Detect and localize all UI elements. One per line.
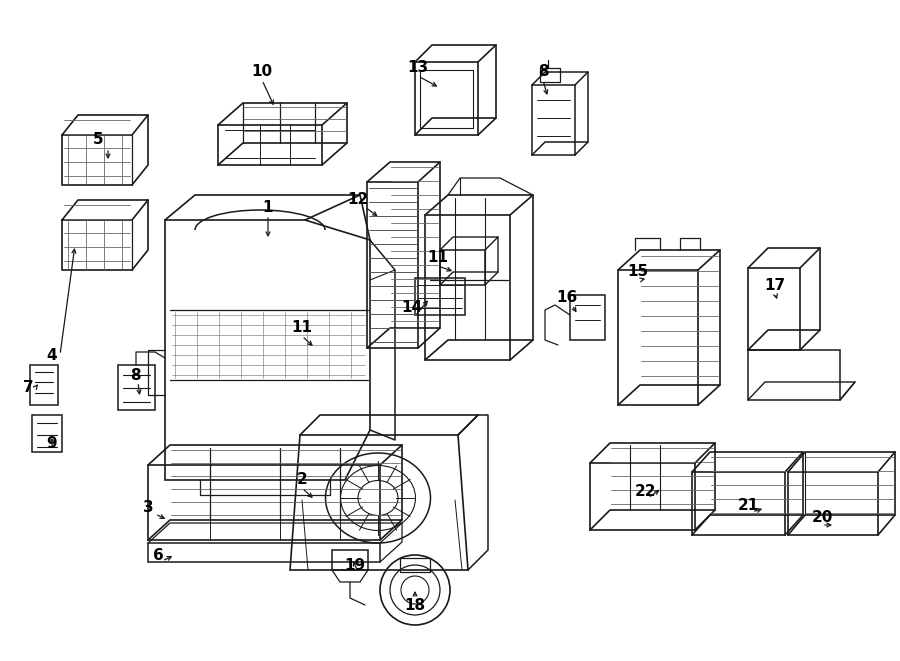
Text: 8: 8 (537, 65, 548, 79)
Text: 15: 15 (627, 264, 649, 280)
Text: 16: 16 (556, 290, 578, 305)
Text: 19: 19 (345, 557, 365, 572)
Text: 20: 20 (811, 510, 832, 525)
Text: 5: 5 (93, 132, 104, 147)
Text: 13: 13 (408, 61, 428, 75)
Text: 2: 2 (297, 473, 308, 488)
Text: 6: 6 (153, 547, 164, 563)
Text: 17: 17 (764, 278, 786, 293)
Text: 12: 12 (347, 192, 369, 208)
Text: 22: 22 (634, 485, 656, 500)
Text: 10: 10 (251, 65, 273, 79)
Text: 4: 4 (47, 348, 58, 362)
Text: 7: 7 (22, 381, 33, 395)
Text: 21: 21 (737, 498, 759, 512)
Text: 11: 11 (292, 321, 312, 336)
Text: 9: 9 (47, 436, 58, 451)
Text: 18: 18 (404, 598, 426, 613)
Text: 11: 11 (428, 251, 448, 266)
Text: 1: 1 (263, 200, 274, 215)
Text: 8: 8 (130, 368, 140, 383)
Text: 14: 14 (401, 301, 423, 315)
Text: 3: 3 (143, 500, 153, 516)
